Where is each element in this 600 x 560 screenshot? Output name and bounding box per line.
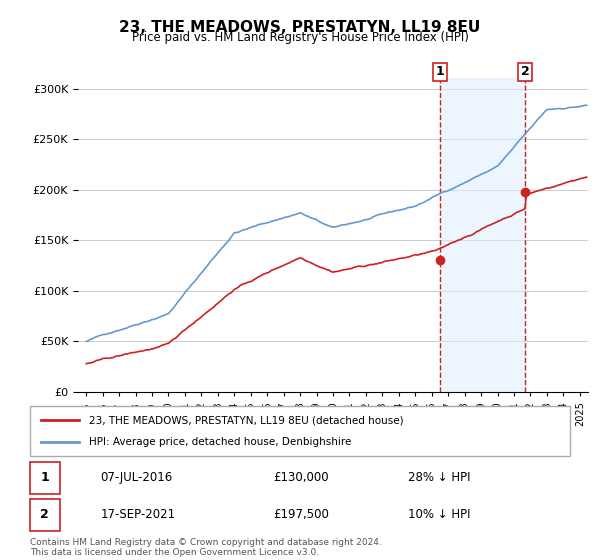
- FancyBboxPatch shape: [30, 462, 60, 494]
- Text: 1: 1: [40, 471, 49, 484]
- Text: £130,000: £130,000: [273, 471, 329, 484]
- Text: 23, THE MEADOWS, PRESTATYN, LL19 8EU (detached house): 23, THE MEADOWS, PRESTATYN, LL19 8EU (de…: [89, 415, 404, 425]
- Text: 2: 2: [521, 66, 529, 78]
- Text: 10% ↓ HPI: 10% ↓ HPI: [408, 508, 470, 521]
- FancyBboxPatch shape: [30, 406, 570, 456]
- Text: £197,500: £197,500: [273, 508, 329, 521]
- Text: HPI: Average price, detached house, Denbighshire: HPI: Average price, detached house, Denb…: [89, 437, 352, 447]
- Text: 2: 2: [40, 508, 49, 521]
- Text: 28% ↓ HPI: 28% ↓ HPI: [408, 471, 470, 484]
- FancyBboxPatch shape: [30, 500, 60, 531]
- Text: Price paid vs. HM Land Registry's House Price Index (HPI): Price paid vs. HM Land Registry's House …: [131, 31, 469, 44]
- Text: 1: 1: [436, 66, 445, 78]
- Text: 17-SEP-2021: 17-SEP-2021: [100, 508, 175, 521]
- Text: Contains HM Land Registry data © Crown copyright and database right 2024.
This d: Contains HM Land Registry data © Crown c…: [30, 538, 382, 557]
- Text: 23, THE MEADOWS, PRESTATYN, LL19 8EU: 23, THE MEADOWS, PRESTATYN, LL19 8EU: [119, 20, 481, 35]
- Bar: [440, 78, 525, 392]
- Text: 07-JUL-2016: 07-JUL-2016: [100, 471, 172, 484]
